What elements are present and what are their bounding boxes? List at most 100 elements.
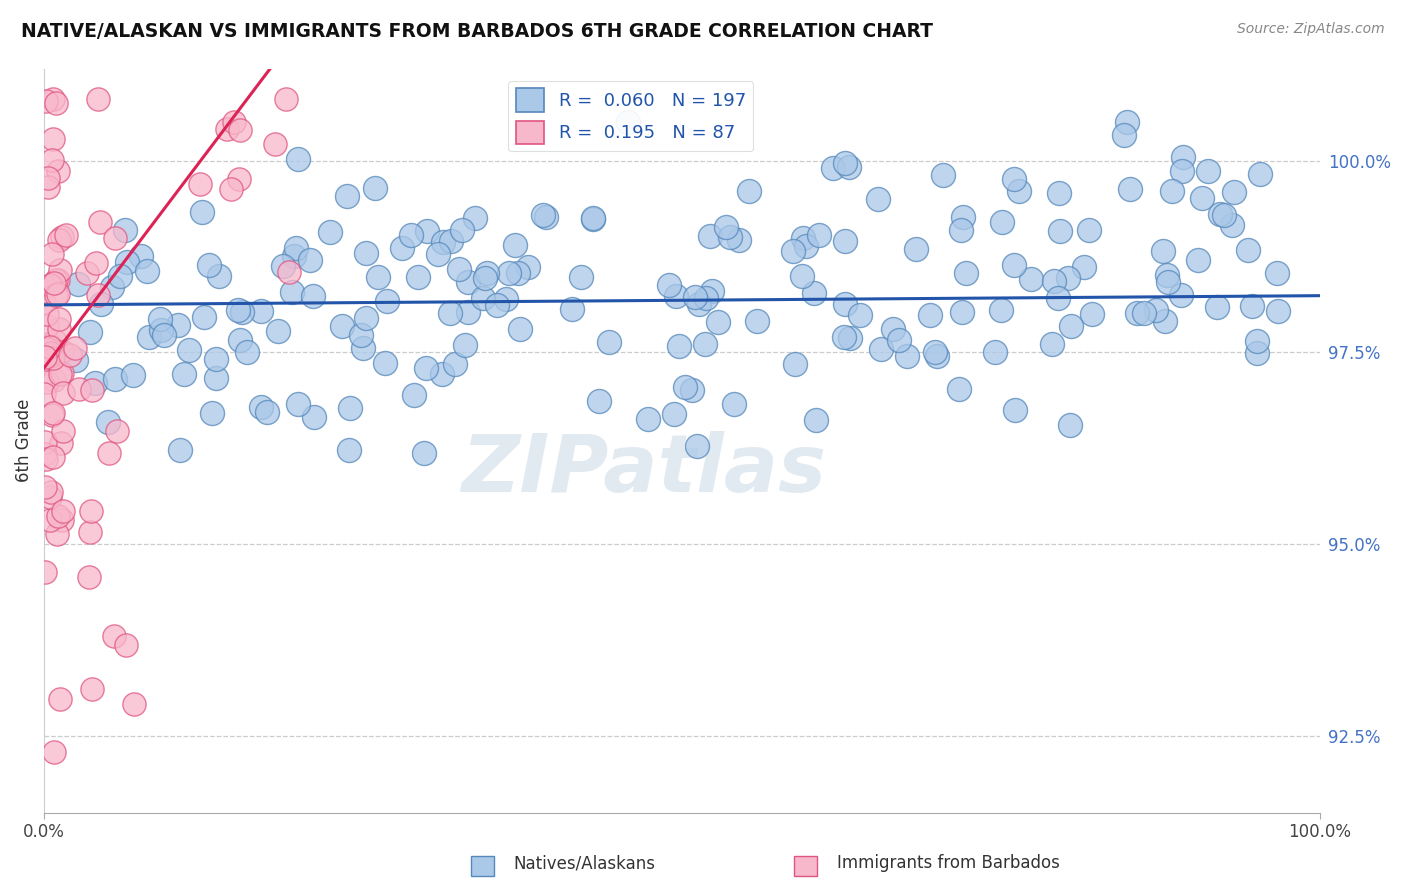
Point [79, 325, 101, 339]
Point [46, 287, 69, 301]
Point [193, 310, 215, 324]
Point [330, 319, 353, 334]
Point [129, 249, 152, 263]
Point [866, 192, 889, 206]
Point [1187, 252, 1209, 267]
Point [1171, 150, 1194, 164]
Point [336, 189, 359, 203]
Point [271, 259, 294, 273]
Point [104, 372, 127, 386]
Point [440, 234, 463, 248]
Point [1213, 208, 1236, 222]
Point [402, 388, 425, 402]
Point [77, 570, 100, 584]
Point [472, 291, 495, 305]
Point [80, 682, 103, 697]
Point [51, 513, 73, 527]
Point [925, 349, 948, 363]
Point [39, 277, 62, 292]
Point [534, 211, 557, 225]
Point [1171, 164, 1194, 178]
Point [920, 308, 942, 322]
Point [664, 407, 686, 421]
Point [569, 270, 592, 285]
Point [509, 322, 531, 336]
Point [588, 394, 610, 409]
Point [723, 397, 745, 411]
Point [179, 343, 201, 357]
Point [354, 311, 377, 326]
Point [718, 230, 741, 244]
Point [226, 302, 249, 317]
Point [287, 152, 309, 166]
Point [1133, 306, 1156, 320]
Point [42, 745, 65, 759]
Point [486, 298, 509, 312]
Point [432, 235, 454, 249]
Point [1047, 186, 1070, 200]
Point [277, 265, 299, 279]
Point [349, 327, 371, 342]
Point [108, 269, 131, 284]
Point [617, 115, 640, 129]
Point [39, 484, 62, 499]
Point [32, 387, 55, 401]
Point [430, 367, 453, 381]
Point [1073, 260, 1095, 275]
Point [681, 384, 703, 398]
Point [896, 349, 918, 363]
Point [882, 321, 904, 335]
Point [215, 121, 238, 136]
Point [38, 342, 60, 356]
Point [1156, 268, 1178, 282]
Point [984, 345, 1007, 359]
Point [49, 368, 72, 382]
Point [79, 524, 101, 539]
Point [702, 284, 724, 298]
Point [41, 408, 63, 422]
Point [149, 323, 172, 337]
Point [1119, 182, 1142, 196]
Point [39, 346, 62, 360]
Point [783, 357, 806, 371]
Text: NATIVE/ALASKAN VS IMMIGRANTS FROM BARBADOS 6TH GRADE CORRELATION CHART: NATIVE/ALASKAN VS IMMIGRANTS FROM BARBAD… [21, 22, 934, 41]
Point [443, 357, 465, 371]
Point [665, 289, 688, 303]
Legend: R =  0.060   N = 197, R =  0.195   N = 87: R = 0.060 N = 197, R = 0.195 N = 87 [509, 81, 754, 151]
Point [51, 366, 73, 380]
Point [274, 92, 297, 106]
Point [136, 264, 159, 278]
Point [302, 288, 325, 302]
Point [804, 412, 827, 426]
Point [1057, 271, 1080, 285]
Point [87, 92, 110, 106]
Point [267, 325, 290, 339]
Point [464, 211, 486, 226]
Point [803, 286, 825, 301]
Point [364, 181, 387, 195]
Point [35, 356, 58, 370]
Point [228, 171, 250, 186]
Point [46, 273, 69, 287]
Point [1246, 334, 1268, 348]
Point [1157, 276, 1180, 290]
Text: Source: ZipAtlas.com: Source: ZipAtlas.com [1237, 22, 1385, 37]
Point [1241, 299, 1264, 313]
Point [197, 258, 219, 272]
Point [531, 209, 554, 223]
Point [714, 219, 737, 234]
Point [1002, 171, 1025, 186]
Point [42, 406, 65, 420]
Point [46, 509, 69, 524]
Point [1223, 185, 1246, 199]
Point [782, 244, 804, 259]
Point [38, 336, 60, 351]
Point [115, 255, 138, 269]
Point [41, 153, 63, 168]
Point [41, 348, 63, 362]
Point [408, 270, 430, 285]
Point [834, 235, 856, 249]
Point [208, 268, 231, 283]
Point [46, 164, 69, 178]
Point [205, 371, 228, 385]
